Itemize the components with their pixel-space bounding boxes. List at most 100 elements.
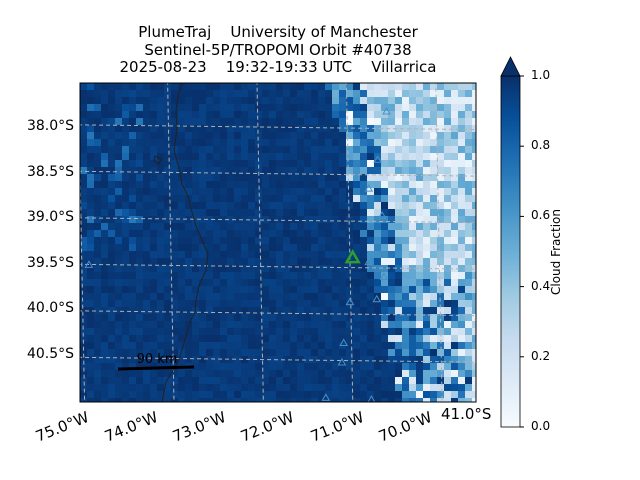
field-cell [150,377,158,385]
field-cell [451,160,459,168]
field-cell [374,391,382,399]
field-cell [423,335,431,343]
field-cell [192,293,200,301]
field-cell [332,335,340,343]
field-cell [325,216,333,224]
field-cell [451,279,459,287]
field-cell [269,118,277,126]
field-cell [94,314,102,322]
field-cell [318,272,326,280]
field-cell [220,118,228,126]
field-cell [178,377,186,385]
field-cell [199,251,207,259]
field-cell [360,230,368,238]
field-cell [248,104,256,112]
field-cell [192,118,200,126]
field-cell [430,153,438,161]
field-cell [304,279,312,287]
field-cell [360,118,368,126]
field-cell [430,279,438,287]
field-cell [157,286,165,294]
field-cell [283,230,291,238]
field-cell [374,321,382,329]
field-cell [178,370,186,378]
field-cell [304,174,312,182]
field-cell [346,391,354,399]
field-cell [353,286,361,294]
field-cell [192,265,200,273]
field-cell [304,90,312,98]
field-cell [451,111,459,119]
field-cell [206,146,214,154]
field-cell [388,272,396,280]
field-cell [458,104,466,112]
field-cell [143,314,151,322]
field-cell [248,349,256,357]
field-cell [255,356,263,364]
field-cell [437,244,445,252]
field-cell [164,104,172,112]
field-cell [262,377,270,385]
field-cell [353,90,361,98]
field-cell [311,209,319,217]
field-cell [94,293,102,301]
field-cell [430,335,438,343]
field-cell [171,97,179,105]
field-cell [311,258,319,266]
field-cell [325,293,333,301]
field-cell [227,279,235,287]
field-cell [458,146,466,154]
field-cell [311,237,319,245]
field-cell [227,181,235,189]
field-cell [360,384,368,392]
field-cell [150,90,158,98]
field-cell [339,104,347,112]
field-cell [164,188,172,196]
field-cell [297,125,305,133]
field-cell [115,167,123,175]
field-cell [339,223,347,231]
field-cell [136,153,144,161]
field-cell [262,216,270,224]
field-cell [374,398,382,402]
field-cell [444,209,452,217]
field-cell [108,244,116,252]
field-cell [409,97,417,105]
field-cell [472,391,476,399]
field-cell [150,146,158,154]
field-cell [318,111,326,119]
field-cell [311,125,319,133]
field-cell [395,111,403,119]
field-cell [416,139,424,147]
field-cell [80,125,88,133]
field-cell [311,139,319,147]
field-cell [409,244,417,252]
field-cell [297,286,305,294]
field-cell [122,349,130,357]
field-cell [276,132,284,140]
coastline [161,83,209,402]
field-cell [283,223,291,231]
field-cell [332,181,340,189]
field-cell [87,300,95,308]
field-cell [346,125,354,133]
field-cell [115,398,123,402]
field-cell [199,244,207,252]
field-cell [150,349,158,357]
field-cell [255,237,263,245]
field-cell [402,132,410,140]
field-cell [465,272,473,280]
field-cell [451,384,459,392]
field-cell [290,111,298,119]
field-cell [157,83,165,91]
field-cell [444,111,452,119]
field-cell [374,181,382,189]
field-cell [451,132,459,140]
field-cell [311,349,319,357]
field-cell [437,181,445,189]
field-cell [143,118,151,126]
field-cell [143,146,151,154]
field-cell [241,111,249,119]
field-cell [283,342,291,350]
